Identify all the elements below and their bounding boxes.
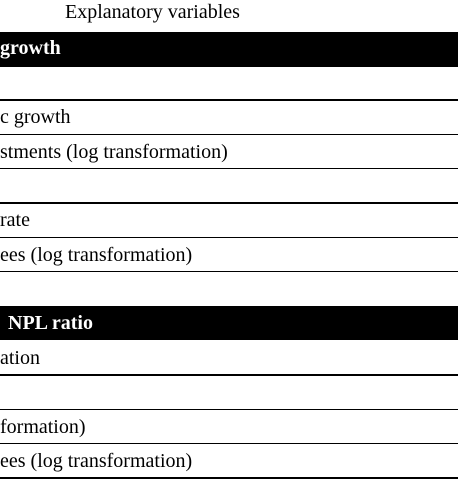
- column-title: Explanatory variables: [65, 1, 240, 23]
- row-rule: [0, 408, 458, 411]
- row-label: ees (log transformation): [0, 243, 193, 266]
- row-rule: [0, 65, 458, 67]
- row-label: c growth: [0, 106, 71, 129]
- row-label: stments (log transformation): [0, 140, 228, 163]
- row-rule: [0, 442, 458, 445]
- section-heading-bar: NPL ratio: [0, 306, 458, 340]
- row-rule: [0, 236, 458, 238]
- row-rule: [0, 133, 458, 136]
- row-label: ees (log transformation): [0, 449, 193, 472]
- row-label: rate: [0, 209, 30, 232]
- row-label: formation): [0, 415, 86, 438]
- section-heading: NPL ratio: [8, 312, 93, 334]
- row-rule: [0, 167, 458, 170]
- section-heading-bar: growth: [0, 32, 458, 65]
- row-rule: [0, 477, 458, 479]
- section-heading: growth: [0, 37, 61, 59]
- row-rule: [0, 270, 458, 273]
- row-label: ation: [0, 347, 40, 369]
- row-rule: [0, 374, 458, 376]
- row-rule: [0, 202, 458, 204]
- row-rule: [0, 99, 458, 101]
